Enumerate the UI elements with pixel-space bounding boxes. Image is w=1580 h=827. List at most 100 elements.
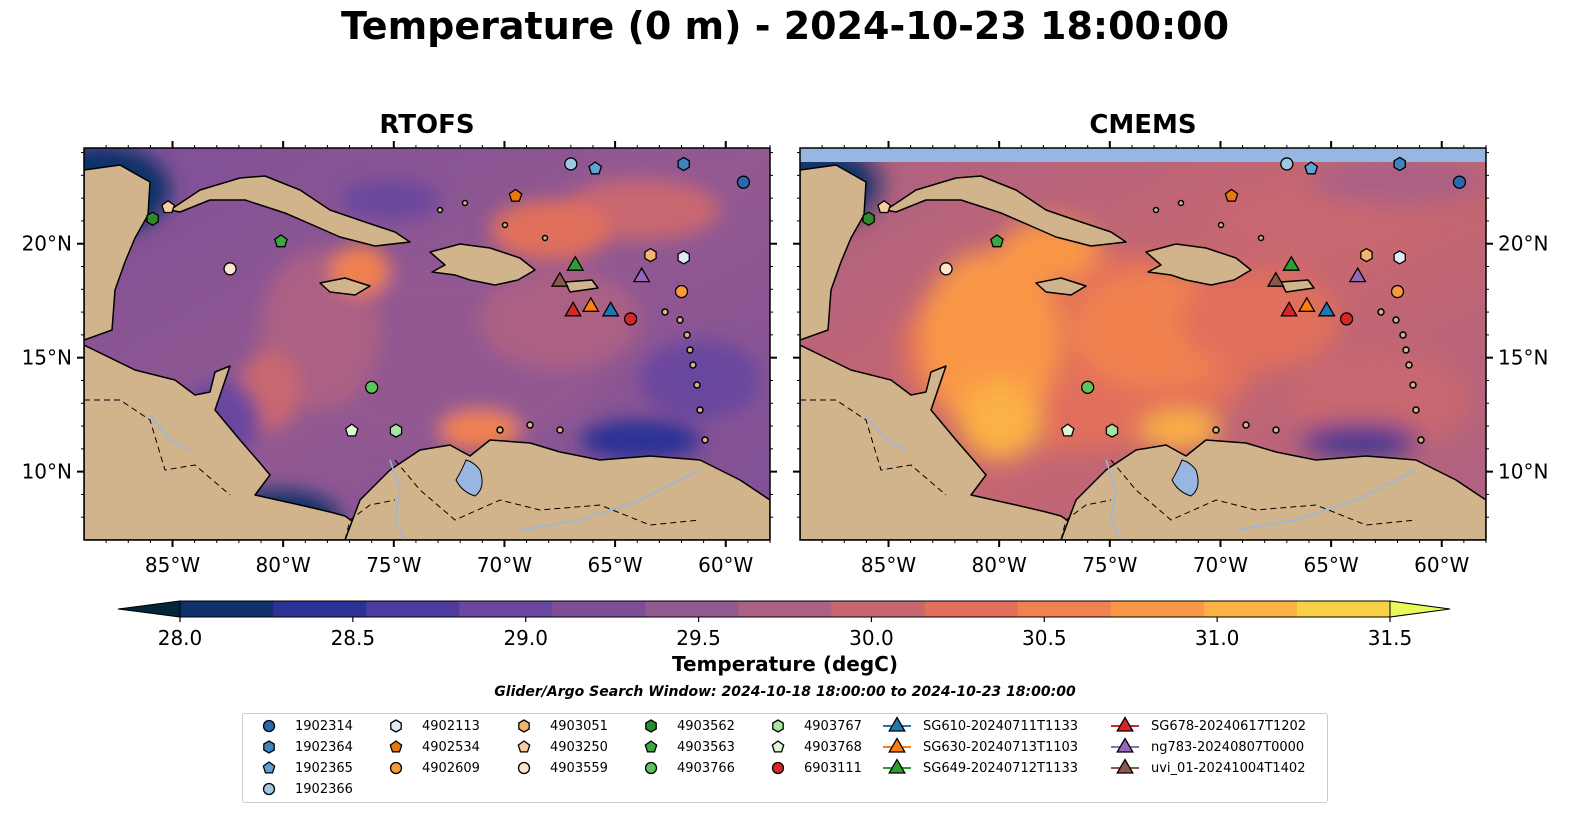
islands-cmems [1152, 199, 1425, 444]
legend-swatch [883, 737, 911, 753]
islands-rtofs [436, 199, 709, 444]
legend-label: 4903767 [804, 718, 862, 734]
marker-1902364 [1393, 156, 1406, 172]
legend-item-sg649-20240712t1133: SG649-20240712T1133 [879, 758, 1078, 778]
legend-label: 4903768 [804, 739, 862, 755]
marker-1902314 [1452, 175, 1467, 189]
legend-marker [771, 761, 785, 775]
marker-1902365 [588, 161, 603, 175]
marker-4903051 [644, 247, 657, 263]
legend-swatch [1111, 716, 1139, 732]
lon-tick-label: 70°W [1193, 553, 1248, 577]
colorbar-bin [1110, 601, 1205, 617]
colorbar-bin [645, 601, 739, 617]
marker-1902364 [677, 156, 690, 172]
marker-sg649-20240712t1133 [1282, 255, 1301, 271]
legend-marker [1116, 737, 1134, 753]
legend-item-4903767: 4903767 [760, 716, 862, 736]
legend-marker [771, 740, 785, 753]
legend-swatch [517, 761, 531, 775]
legend-item-4902534: 4902534 [378, 737, 480, 757]
marker-ng783-20240807t0000 [1348, 266, 1367, 283]
legend-swatch [1111, 737, 1139, 753]
legend-swatch [389, 740, 403, 753]
colorbar-tick-label: 28.0 [158, 626, 203, 650]
lon-tick-label: 65°W [1303, 553, 1358, 577]
panel-title-cmems: CMEMS [1089, 110, 1197, 140]
marker-sg678-20240617t1202 [1280, 300, 1298, 317]
legend-item-sg678-20240617t1202: SG678-20240617T1202 [1107, 716, 1306, 736]
legend-marker [888, 758, 906, 774]
legend-item-1902314: 1902314 [251, 716, 353, 736]
lat-tick-label: 10°N [1498, 460, 1548, 484]
lat-tick-label: 15°N [22, 346, 72, 370]
legend-label: 4903250 [550, 739, 608, 755]
legend-item-4903051: 4903051 [506, 716, 608, 736]
figure-title: Temperature (0 m) - 2024-10-23 18:00:00 [340, 4, 1230, 48]
legend-item-uvi-01-20241004t1402: uvi_01-20241004T1402 [1107, 758, 1305, 778]
legend-marker [517, 740, 531, 753]
rivers-rtofs [149, 414, 701, 540]
lon-tick-label: 80°W [256, 553, 311, 577]
legend-item-4903768: 4903768 [760, 737, 862, 757]
legend-label: SG630-20240713T1103 [923, 739, 1079, 755]
colorbar-bin [831, 601, 926, 617]
panel-title-rtofs: RTOFS [379, 110, 475, 140]
lon-tick-label: 60°W [1414, 553, 1469, 577]
marker-sg610-20240711t1133 [1317, 301, 1336, 317]
marker-4903768 [344, 423, 359, 437]
marker-4903051 [1360, 247, 1373, 263]
borders-rtofs [84, 399, 701, 540]
legend-item-4902113: 4902113 [378, 716, 480, 736]
colorbar-bin [924, 601, 1019, 617]
legend-item-4903563: 4903563 [633, 737, 735, 757]
lat-tick-label: 15°N [1498, 346, 1548, 370]
marker-1902366 [564, 157, 578, 171]
legend-marker [888, 737, 906, 753]
marker-4903766 [1081, 380, 1095, 394]
lat-tick-label: 20°N [22, 232, 72, 256]
legend-item-sg610-20240711t1133: SG610-20240711T1133 [879, 716, 1078, 736]
legend-label: 4902609 [422, 760, 480, 776]
legend-item-sg630-20240713t1103: SG630-20240713T1103 [879, 737, 1078, 757]
marker-1902314 [736, 175, 751, 189]
no-data-band-cmems [800, 148, 1486, 162]
legend-label: 4903562 [677, 718, 735, 734]
legend-swatch [1111, 758, 1139, 774]
borders-cmems [800, 399, 1417, 540]
marker-4902609 [674, 284, 689, 299]
legend-marker [644, 761, 658, 775]
legend-label: 4903563 [677, 739, 735, 755]
legend-marker [518, 719, 530, 733]
map-panel-rtofs [83, 147, 771, 541]
legend-marker [262, 782, 276, 796]
legend-label: 1902365 [295, 760, 353, 776]
marker-4903559 [223, 262, 237, 276]
legend-marker [263, 740, 275, 754]
legend-marker [645, 719, 657, 733]
legend-item-1902366: 1902366 [251, 779, 353, 799]
marker-4903767 [1105, 423, 1119, 438]
platform-markers [146, 156, 1467, 438]
colorbar-tick-label: 30.0 [849, 626, 894, 650]
marker-6903111 [1339, 312, 1354, 326]
legend-label: 1902366 [295, 781, 353, 797]
lon-tick-label: 85°W [861, 553, 916, 577]
legend-swatch [517, 740, 531, 753]
legend-item-6903111: 6903111 [760, 758, 862, 778]
colorbar-bin [1296, 601, 1391, 617]
marker-4902534 [1224, 188, 1239, 202]
colorbar-bin [738, 601, 833, 617]
marker-sg630-20240713t1103 [1297, 296, 1316, 312]
lake-maracaibo-cmems [1171, 459, 1199, 497]
legend-item-4903766: 4903766 [633, 758, 735, 778]
legend-label: 4903559 [550, 760, 608, 776]
legend-swatch [771, 761, 785, 775]
legend-marker [389, 761, 403, 775]
legend-swatch [883, 716, 911, 732]
legend: 1902314 1902364 1902365 1902366 4902113 49025… [242, 713, 1328, 803]
colorbar-bin [180, 601, 274, 617]
legend-swatch [262, 719, 276, 733]
lon-tick-label: 65°W [587, 553, 642, 577]
